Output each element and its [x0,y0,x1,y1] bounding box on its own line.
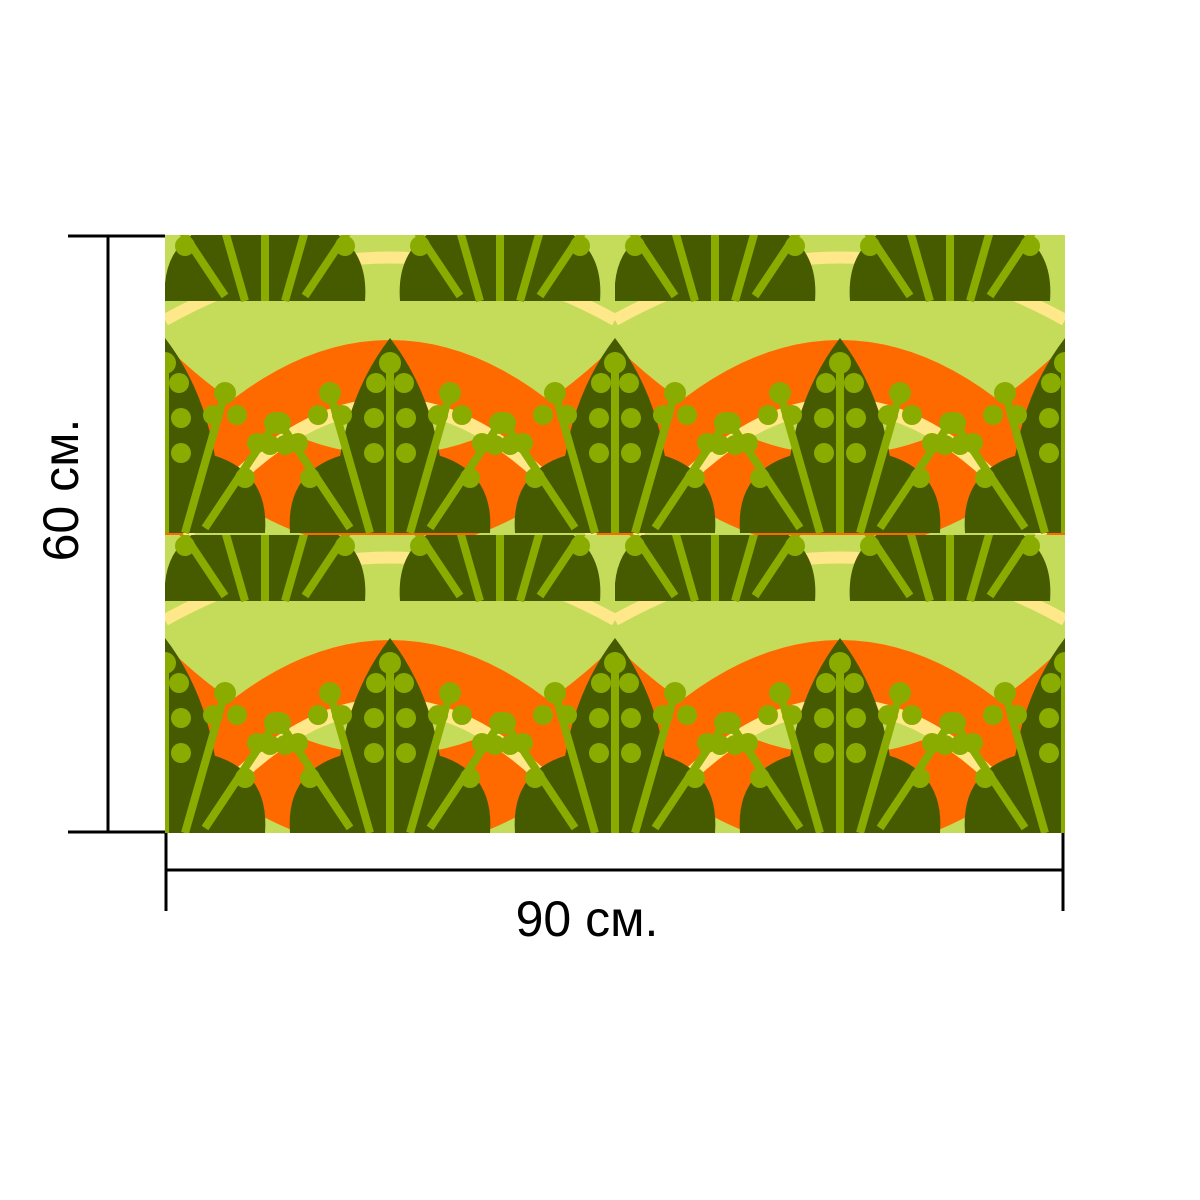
fabric-print [165,235,1065,833]
height-label: 60 см. [33,419,89,562]
height-dimension [68,234,165,834]
width-dimension [164,833,1065,911]
width-label: 90 см. [516,891,659,947]
